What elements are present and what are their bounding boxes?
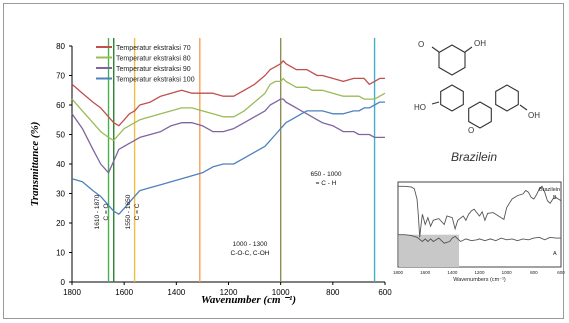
x-tick-label: 1000 xyxy=(272,288,290,297)
ring-e xyxy=(495,84,519,112)
x-axis-title: Wavenumber (cm ⁻¹) xyxy=(201,294,296,306)
x-tick-label: 1600 xyxy=(115,288,133,297)
x-tick-label: 1200 xyxy=(220,288,238,297)
region-annotation: C = C xyxy=(134,203,141,220)
brazilein-structure xyxy=(431,44,528,129)
region-annotation: 650 - 1000 xyxy=(310,171,341,178)
inset-x-tick-label: 1000 xyxy=(502,270,513,275)
inset-x-tick-label: 600 xyxy=(557,270,565,275)
series-line xyxy=(71,98,385,174)
y-tick-label: 20 xyxy=(56,219,65,228)
x-tick-label: 800 xyxy=(326,288,340,297)
atom-label: OH xyxy=(528,111,540,120)
series-line xyxy=(71,101,385,215)
region-annotation: C-O-C, C-OH xyxy=(231,250,270,257)
inset-series-line xyxy=(398,234,561,244)
region-annotation: C = O xyxy=(103,203,110,220)
legend-label: Temperatur ekstraksi 80 xyxy=(116,56,191,63)
series-line xyxy=(71,77,386,142)
structure-name: Brazilein xyxy=(451,150,498,164)
region-annotation: = C - H xyxy=(316,180,337,187)
inset-x-tick-label: 1800 xyxy=(393,270,404,275)
inset-x-tick-label: 1200 xyxy=(474,270,485,275)
oh-bond xyxy=(464,46,473,53)
y-tick-label: 60 xyxy=(56,101,65,110)
atom-label: HO xyxy=(414,103,426,112)
region-annotation: 1000 - 1300 xyxy=(233,241,268,248)
atom-label: O xyxy=(468,126,474,135)
inset-x-tick-label: 1600 xyxy=(420,270,431,275)
inset-shaded-region xyxy=(399,234,459,267)
region-annotation: 1610 - 1870 xyxy=(94,194,101,229)
inset-x-tick-label: 800 xyxy=(530,270,538,275)
region-annotation: 1550 - 1650 xyxy=(125,194,132,229)
legend-label: Temperatur ekstraksi 90 xyxy=(116,66,191,73)
y-tick-label: 70 xyxy=(56,72,65,81)
inset-series-line xyxy=(398,185,562,238)
legend-label: Temperatur ekstraksi 100 xyxy=(116,77,195,84)
y-axis-title: Transmittance (%) xyxy=(29,122,41,207)
y-tick-label: 30 xyxy=(56,190,65,199)
inset-chart: Brazilein B A 1800 1600 1400 1200 1000 800 600 Wav… xyxy=(393,181,565,283)
ring-a xyxy=(438,44,466,76)
x-tick-label: 600 xyxy=(378,288,392,297)
ho-bond xyxy=(431,101,440,105)
main-chart: 0 10 20 30 40 50 60 70 80 1800 1600 1400 1200 1000 800… xyxy=(29,38,392,306)
x-tick-label: 1400 xyxy=(167,288,185,297)
y-tick-label: 80 xyxy=(56,42,65,51)
inset-series-tag: B xyxy=(553,195,557,201)
y-tick-label: 10 xyxy=(56,249,65,258)
atom-label: OH xyxy=(474,39,486,48)
x-tick-label: 1800 xyxy=(63,288,81,297)
legend-label: Temperatur ekstraksi 70 xyxy=(116,45,191,52)
inset-series-name: Brazilein xyxy=(539,187,560,193)
y-tick-label: 40 xyxy=(56,160,65,169)
y-tick-label: 0 xyxy=(61,278,66,287)
series-line xyxy=(71,60,385,127)
carbonyl-bond xyxy=(431,46,440,53)
y-tick-label: 50 xyxy=(56,131,65,140)
ring-d xyxy=(468,101,492,129)
oh-bond xyxy=(519,104,528,111)
inset-series-tag: A xyxy=(553,251,557,257)
inset-x-axis-title: Wavenumbers (cm⁻¹) xyxy=(453,277,506,283)
ring-c xyxy=(440,84,464,112)
inset-x-tick-label: 1400 xyxy=(447,270,458,275)
atom-label: O xyxy=(418,40,424,49)
